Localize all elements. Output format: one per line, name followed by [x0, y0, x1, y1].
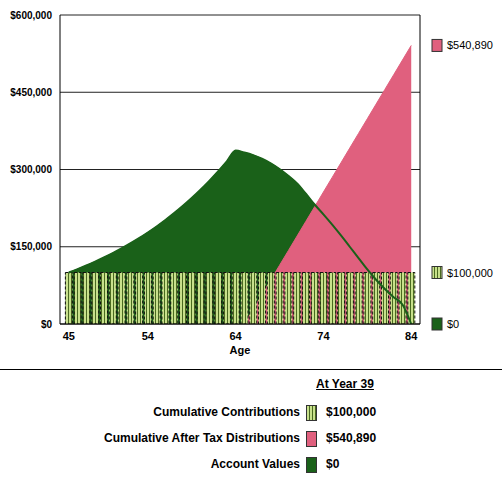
svg-text:$300,000: $300,000 — [10, 164, 52, 175]
html-text:At Year 39: At Year 39 — [316, 377, 374, 391]
svg-text:84: 84 — [405, 330, 418, 342]
svg-text:64: 64 — [229, 330, 242, 342]
html-text:$0: $0 — [326, 457, 340, 471]
svg-text:45: 45 — [63, 330, 75, 342]
svg-text:Age: Age — [230, 344, 251, 356]
svg-text:54: 54 — [142, 330, 155, 342]
svg-text:$100,000: $100,000 — [447, 267, 493, 279]
html-text:Account Values: Account Values — [210, 457, 300, 471]
svg-text:74: 74 — [317, 330, 330, 342]
html-text:Cumulative After Tax Distribut: Cumulative After Tax Distributions — [104, 431, 300, 445]
svg-text:$450,000: $450,000 — [10, 87, 52, 98]
svg-text:$0: $0 — [447, 318, 459, 330]
svg-text:$150,000: $150,000 — [10, 241, 52, 252]
svg-text:$600,000: $600,000 — [10, 10, 52, 21]
svg-text:$0: $0 — [41, 319, 53, 330]
html-text:$100,000: $100,000 — [326, 405, 377, 419]
html-text:Cumulative Contributions: Cumulative Contributions — [153, 405, 300, 419]
svg-text:$540,890: $540,890 — [447, 39, 493, 51]
html-text:$540,890: $540,890 — [326, 431, 377, 445]
